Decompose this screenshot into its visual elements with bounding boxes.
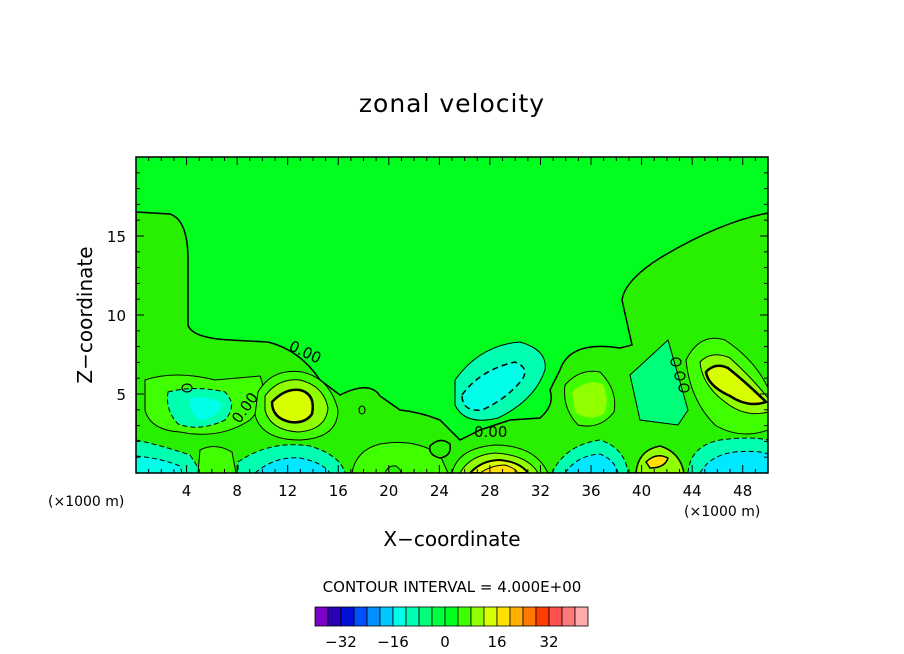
colorbar-tick-label: 16 [487,633,506,651]
colorbar-swatch [366,606,381,627]
colorbar-swatch [561,606,576,627]
colorbar-swatch [470,606,485,627]
y-axis-label: Z−coordinate [73,246,97,383]
colorbar-swatch [457,606,472,627]
x-tick-label: 36 [581,482,600,500]
colorbar-swatch [444,606,459,627]
colorbar-ticks: −32 −16 0 16 32 [325,633,558,651]
contour-neg-left-core [189,397,222,420]
colorbar-tick-label: 0 [440,633,450,651]
contour-pos-36-core [572,382,607,418]
colorbar-swatch [340,606,355,627]
contour-interval-text: CONTOUR INTERVAL = 4.000E+00 [323,578,582,596]
contour-neg-bottom-35-core [564,453,619,473]
x-tick-label: 16 [329,482,348,500]
colorbar-tick-label: −16 [377,633,409,651]
colorbar-swatch [574,606,589,627]
colorbar-swatch [314,606,329,627]
colorbar-swatch [405,606,420,627]
contour-label: 0.00 [474,423,507,441]
contour-neg-28-inner [461,361,526,411]
contour-pos-bottom-8 [197,446,237,473]
colorbar-swatch [483,606,498,627]
contour-neg-41 [629,339,689,426]
plot-area: 0.00 0.00 0.00 [135,156,769,474]
colorbar-swatch [379,606,394,627]
chart-title: zonal velocity [359,89,545,118]
x-tick-label: 8 [232,482,242,500]
colorbar-swatch [392,606,407,627]
colorbar-swatch [353,606,368,627]
contour-neg-bottom-12-core [254,457,331,473]
x-tick-label: 4 [182,482,192,500]
x-axis-label: X−coordinate [383,527,520,551]
colorbar-swatch [509,606,524,627]
y-tick-label: 15 [107,228,126,246]
contour-field [136,211,768,473]
x-tick-label: 12 [278,482,297,500]
y-tick-label: 5 [116,386,126,404]
y-axis: 5 10 15 [107,172,768,458]
x-tick-label: 48 [733,482,752,500]
colorbar-swatch [548,606,563,627]
y-tick-label: 10 [107,307,126,325]
colorbar-tick-label: −32 [325,633,357,651]
bottom-cells [136,437,768,473]
x-unit-left: (×1000 m) [48,494,124,510]
small-contour-circle [674,371,686,381]
contour-small-24 [428,439,452,459]
small-contour-circle [678,383,690,393]
colorbar-tick-label: 32 [539,633,558,651]
small-contour-circle [670,357,682,367]
colorbar-swatch [522,606,537,627]
x-tick-label: 40 [632,482,651,500]
colorbar-swatch [431,606,446,627]
contour-pos-46-core [704,364,768,406]
x-unit-right: (×1000 m) [684,504,760,520]
x-tick-label: 24 [430,482,449,500]
x-axis: 4 8 12 16 20 24 28 32 36 40 44 48 [148,157,756,500]
contour-neg-bottom-47-core [699,450,768,473]
colorbar-swatch [418,606,433,627]
x-tick-label: 20 [379,482,398,500]
contour-pos-12-core [270,388,314,424]
colorbar-swatch [535,606,550,627]
x-tick-label: 28 [480,482,499,500]
small-contour-circle [358,405,366,415]
x-tick-label: 44 [683,482,702,500]
contour-neg-bottom-left-core [136,455,183,473]
colorbar-swatch [327,606,342,627]
small-contour-circle [181,383,193,393]
contour-pos-bottom-41-core [645,455,669,469]
x-tick-label: 32 [531,482,550,500]
colorbar [314,606,589,627]
colorbar-swatch [496,606,511,627]
